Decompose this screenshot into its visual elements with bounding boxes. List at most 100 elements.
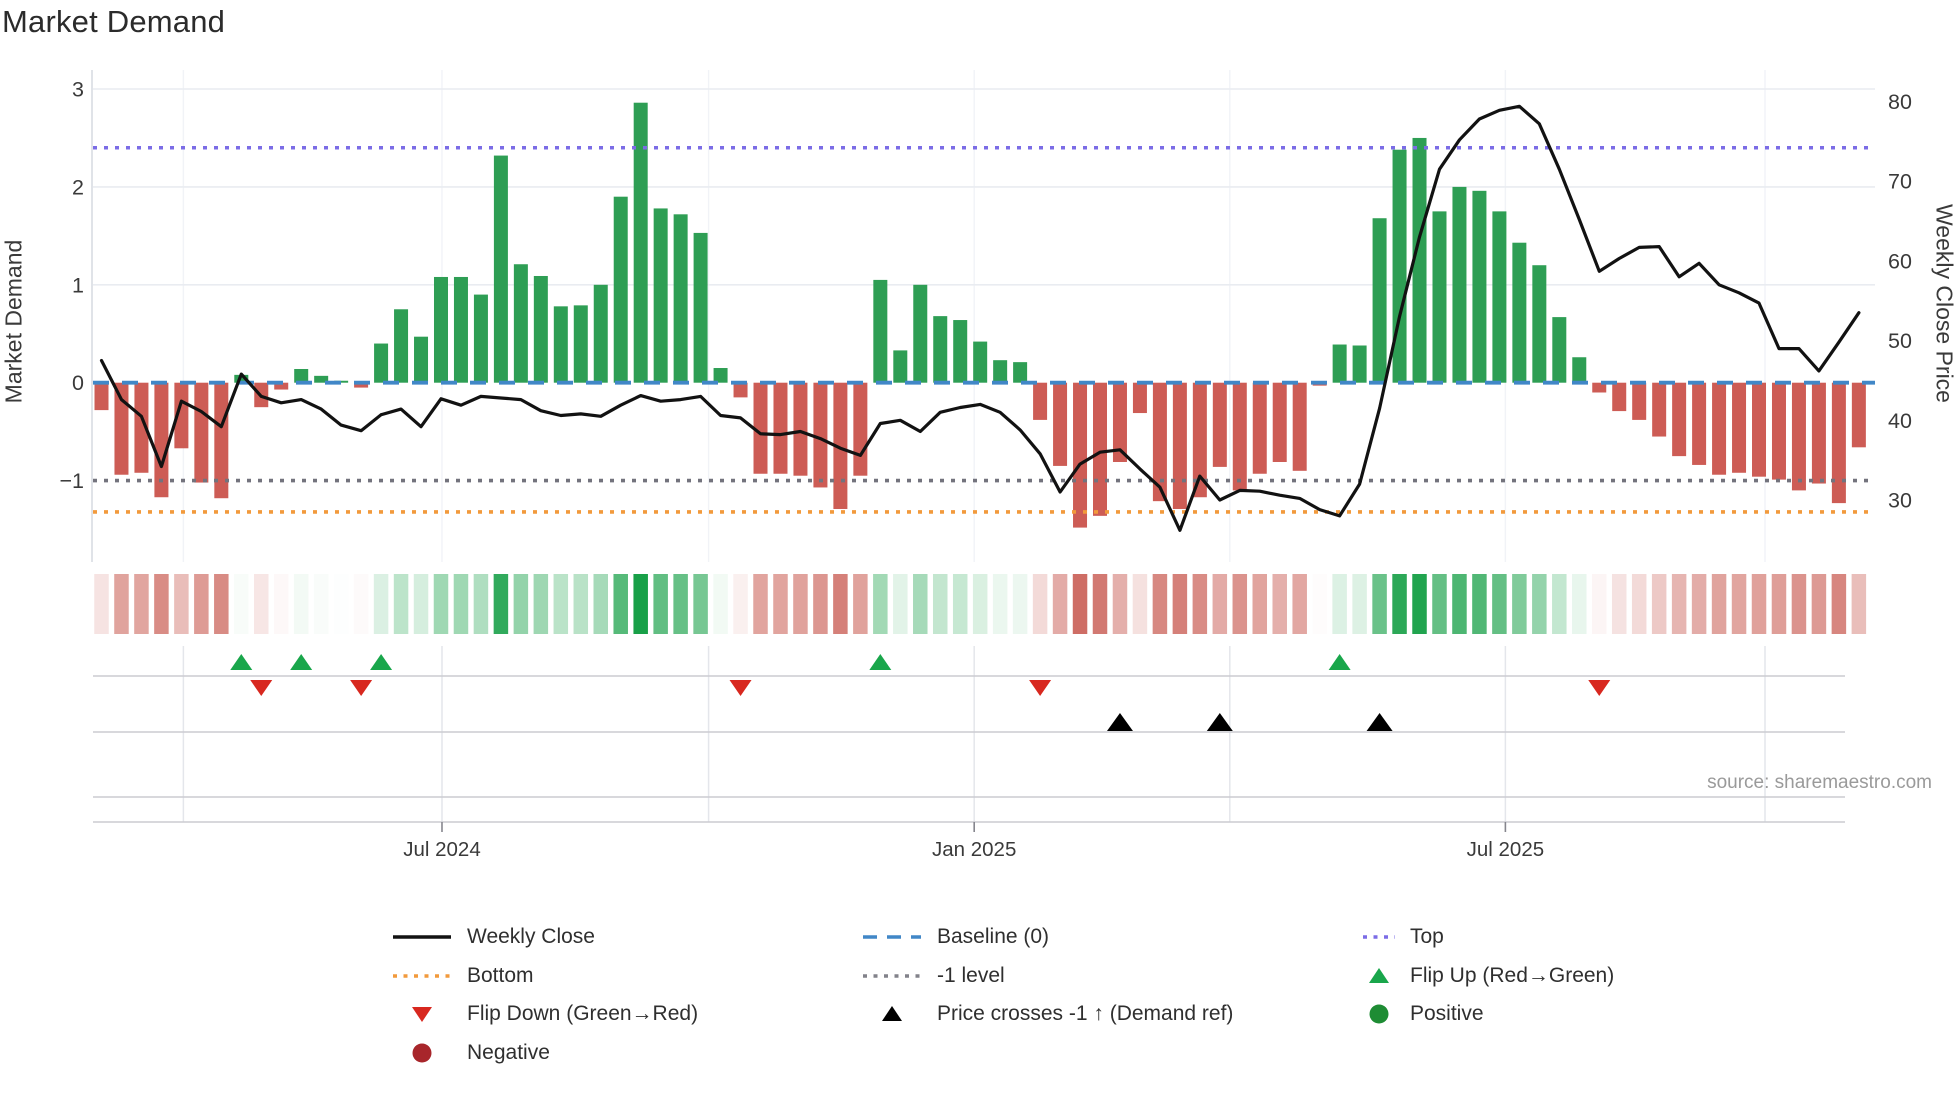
demand-bar bbox=[334, 380, 349, 383]
circle-icon bbox=[412, 1043, 432, 1062]
legend-item: Baseline (0) bbox=[862, 918, 1049, 956]
legend-item: Top bbox=[1362, 918, 1444, 956]
demand-bar bbox=[613, 196, 628, 383]
demand-bar bbox=[553, 306, 568, 383]
flip-up-marker bbox=[370, 654, 393, 670]
demand-bar bbox=[913, 284, 928, 383]
demand-bar bbox=[1592, 382, 1607, 393]
heatmap-cell bbox=[1232, 574, 1248, 634]
heatmap-cell bbox=[453, 574, 469, 634]
demand-bar bbox=[154, 382, 169, 498]
demand-bar bbox=[473, 294, 488, 383]
heatmap-cell bbox=[1791, 574, 1807, 634]
heatmap-cell bbox=[1272, 574, 1287, 634]
heatmap-cell bbox=[194, 574, 209, 634]
flip-down-marker bbox=[350, 680, 373, 696]
heatmap-cell bbox=[1651, 574, 1667, 634]
demand-bar bbox=[1172, 382, 1187, 509]
demand-bar bbox=[653, 208, 668, 383]
demand-bar bbox=[1053, 382, 1068, 466]
legend-label: Weekly Close bbox=[467, 925, 595, 948]
heatmap-cell bbox=[1572, 574, 1587, 634]
demand-bar bbox=[1492, 211, 1507, 383]
demand-bar bbox=[673, 214, 688, 383]
legend-label: Bottom bbox=[467, 963, 534, 987]
legend-item: Flip Down (Green→Red) bbox=[392, 995, 698, 1033]
demand-bar bbox=[1232, 382, 1247, 491]
legend-label: Price crosses -1 ↑ (Demand ref) bbox=[937, 1002, 1234, 1025]
heatmap-cell bbox=[1552, 574, 1567, 634]
heatmap-cell bbox=[1252, 574, 1268, 634]
demand-bar bbox=[1851, 382, 1866, 448]
demand-bar bbox=[493, 155, 508, 383]
demand-bar bbox=[354, 382, 369, 388]
demand-bar bbox=[1831, 382, 1846, 504]
demand-bar bbox=[733, 382, 748, 398]
legend-label: Positive bbox=[1410, 1002, 1484, 1025]
heatmap-cell bbox=[473, 574, 489, 634]
dot-line-icon bbox=[1363, 935, 1395, 939]
heatmap-cell bbox=[1851, 574, 1867, 634]
price-cross-marker bbox=[1366, 713, 1393, 731]
left-axis-title: Market Demand bbox=[0, 239, 27, 404]
heatmap-cell bbox=[1312, 574, 1327, 634]
demand-bar bbox=[1452, 186, 1467, 383]
right-axis-tick: 40 bbox=[1888, 409, 1912, 433]
heatmap-cell bbox=[633, 574, 648, 634]
tri-up-icon bbox=[882, 1006, 902, 1021]
heatmap-cell bbox=[234, 574, 249, 634]
flip-up-marker bbox=[869, 654, 892, 670]
circle-icon bbox=[1369, 1004, 1389, 1024]
demand-bar bbox=[753, 382, 768, 474]
heatmap-cell bbox=[673, 574, 688, 634]
heatmap-cell bbox=[1412, 574, 1427, 634]
heatmap-cell bbox=[513, 574, 529, 634]
heatmap-cell bbox=[1372, 574, 1387, 634]
demand-bar bbox=[1552, 317, 1567, 383]
heatmap-cell bbox=[753, 574, 768, 634]
demand-bar bbox=[973, 341, 988, 383]
demand-bar bbox=[1771, 382, 1786, 480]
heatmap-cell bbox=[114, 574, 129, 634]
heatmap-cell bbox=[1711, 574, 1727, 634]
legend-item: Negative bbox=[392, 1034, 550, 1072]
source-note: source: sharemaestro.com bbox=[1707, 772, 1932, 793]
heatmap-cell bbox=[733, 574, 748, 634]
demand-bar bbox=[1132, 382, 1147, 414]
demand-bar bbox=[633, 102, 648, 383]
legend-label: Flip Down (Green→Red) bbox=[467, 1002, 699, 1025]
demand-bar bbox=[1512, 242, 1527, 383]
price-cross-marker bbox=[1206, 713, 1233, 731]
demand-bar bbox=[453, 276, 468, 383]
heatmap-cell bbox=[154, 574, 169, 634]
left-axis-tick: 2 bbox=[72, 175, 84, 199]
demand-bar bbox=[1672, 382, 1687, 457]
heatmap-cell bbox=[1332, 574, 1347, 634]
heatmap-cell bbox=[1631, 574, 1647, 634]
demand-bar bbox=[993, 360, 1008, 383]
demand-bar bbox=[394, 309, 409, 383]
demand-bar bbox=[833, 382, 848, 509]
demand-bar bbox=[813, 382, 828, 488]
tri-up-icon bbox=[1369, 967, 1389, 983]
heatmap-cell bbox=[573, 574, 589, 634]
demand-bar bbox=[513, 264, 528, 383]
demand-bar bbox=[114, 382, 129, 475]
demand-bar bbox=[1352, 345, 1367, 383]
flip-down-marker bbox=[250, 680, 273, 696]
right-axis-title: Weekly Close Price bbox=[1931, 204, 1958, 403]
x-axis-tick-label: Jul 2025 bbox=[1467, 838, 1545, 861]
heatmap-cell bbox=[533, 574, 549, 634]
heatmap-cell bbox=[1831, 574, 1847, 634]
demand-bar bbox=[174, 382, 189, 449]
heatmap-cell bbox=[1012, 574, 1028, 634]
right-axis-tick: 50 bbox=[1888, 329, 1912, 353]
left-axis-tick: 3 bbox=[72, 78, 84, 102]
heatmap-cell bbox=[333, 574, 349, 634]
heatmap-cell bbox=[1731, 574, 1747, 634]
demand-bar bbox=[933, 316, 948, 383]
heatmap-cell bbox=[1192, 574, 1208, 634]
demand-bar bbox=[414, 336, 429, 383]
